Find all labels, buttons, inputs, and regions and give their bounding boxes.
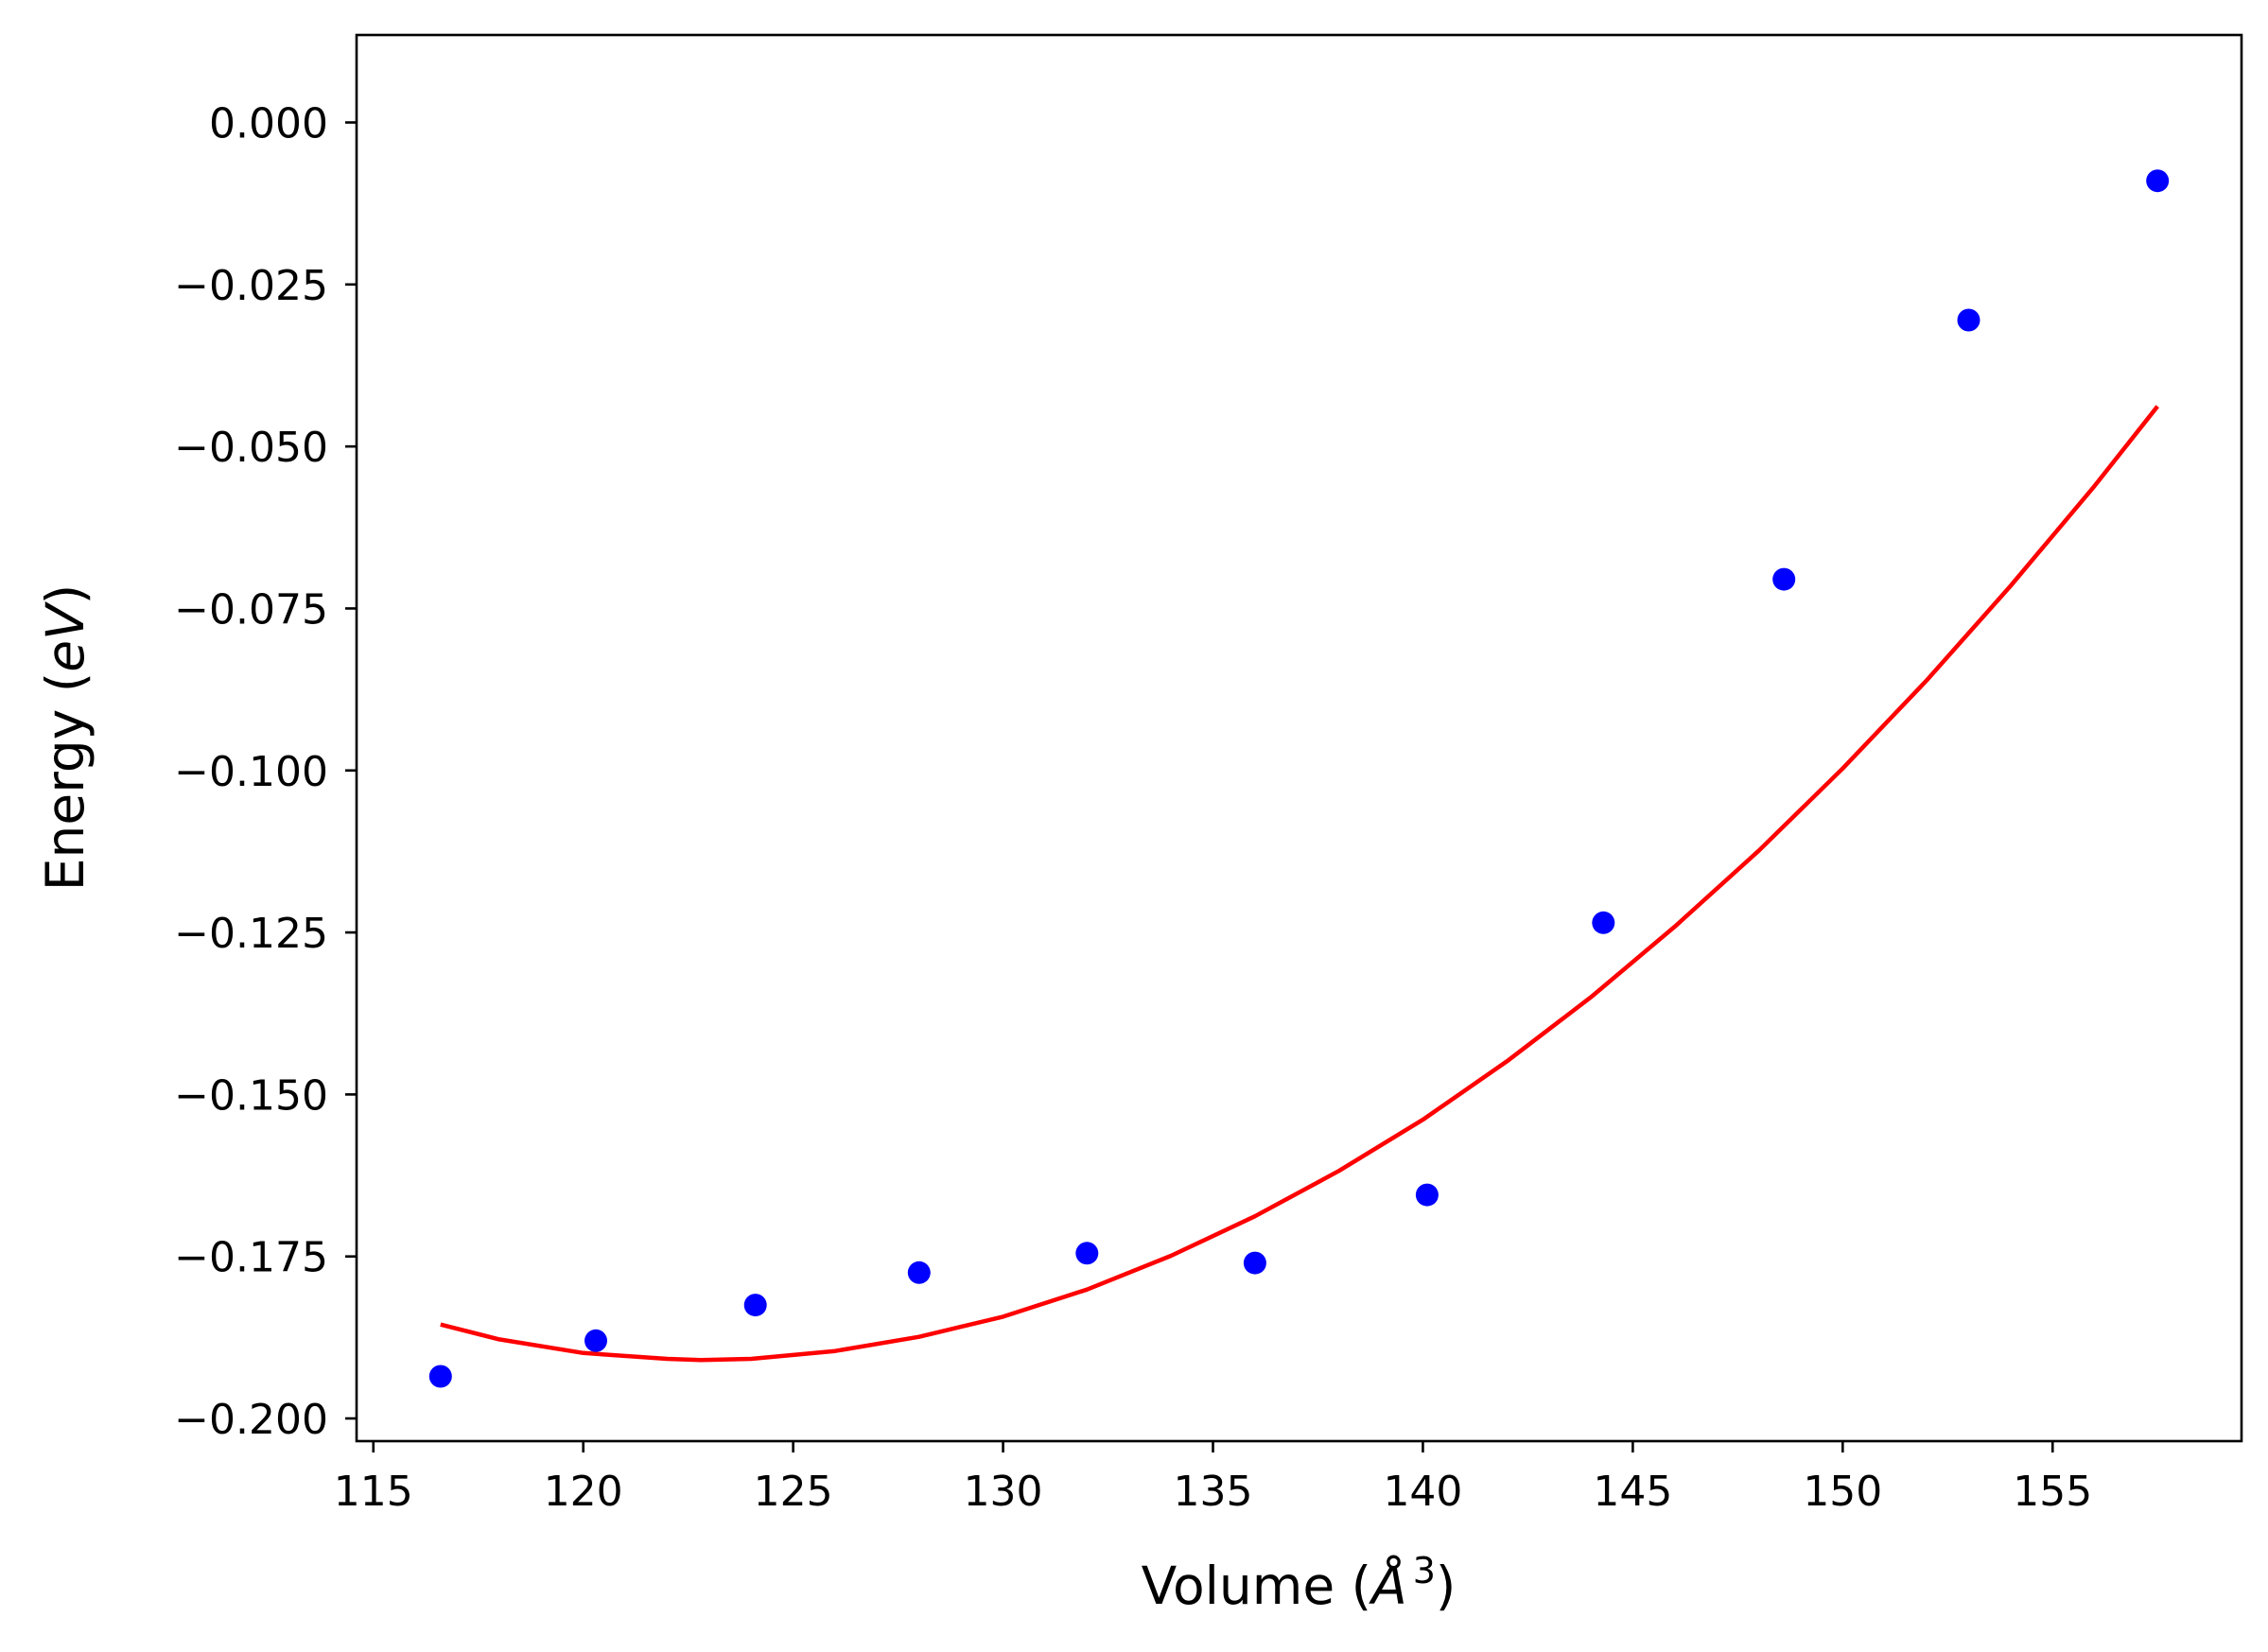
x-tick-label: 115 — [334, 1468, 413, 1516]
x-tick-label: 140 — [1383, 1468, 1462, 1516]
x-axis-label: Volume (Å 3) — [1142, 1550, 1457, 1616]
plot-frame — [355, 33, 2243, 1443]
y-tick-label: 0.000 — [209, 100, 328, 148]
y-tick-label: −0.150 — [174, 1071, 328, 1120]
data-point — [1592, 911, 1615, 934]
data-point — [2146, 169, 2170, 193]
y-tick-label: −0.125 — [174, 910, 328, 958]
y-axis-ticks: 0.000 −0.025 −0.050 −0.075 −0.100 −0.125 −0.15… — [174, 100, 357, 1444]
data-point — [1415, 1183, 1439, 1207]
x-tick-label: 130 — [964, 1468, 1043, 1516]
y-tick-label: −0.100 — [174, 748, 328, 796]
x-axis-ticks: 115 120 125 130 135 140 145 150 155 — [334, 1441, 2092, 1516]
data-point — [1957, 308, 1980, 332]
data-point — [584, 1329, 607, 1352]
x-tick-label: 120 — [544, 1468, 623, 1516]
data-points-layer — [428, 169, 2170, 1388]
y-tick-label: −0.025 — [174, 262, 328, 310]
x-tick-label: 150 — [1803, 1468, 1882, 1516]
data-point — [1243, 1251, 1266, 1275]
y-tick-label: −0.050 — [174, 424, 328, 472]
data-point — [1772, 567, 1796, 591]
y-axis-label: Energy (eV) — [35, 584, 96, 891]
y-tick-label: −0.200 — [174, 1396, 328, 1444]
x-tick-label: 145 — [1593, 1468, 1672, 1516]
y-tick-label: −0.175 — [174, 1234, 328, 1282]
x-tick-label: 125 — [754, 1468, 833, 1516]
data-point — [907, 1261, 931, 1284]
data-point — [428, 1365, 452, 1388]
x-tick-label: 155 — [2013, 1468, 2092, 1516]
fit-curve-line — [440, 405, 2159, 1363]
fit-curve-layer — [440, 405, 2159, 1363]
x-tick-label: 135 — [1174, 1468, 1253, 1516]
data-point — [1075, 1242, 1099, 1265]
data-point — [743, 1294, 767, 1317]
y-tick-label: −0.075 — [174, 585, 328, 634]
